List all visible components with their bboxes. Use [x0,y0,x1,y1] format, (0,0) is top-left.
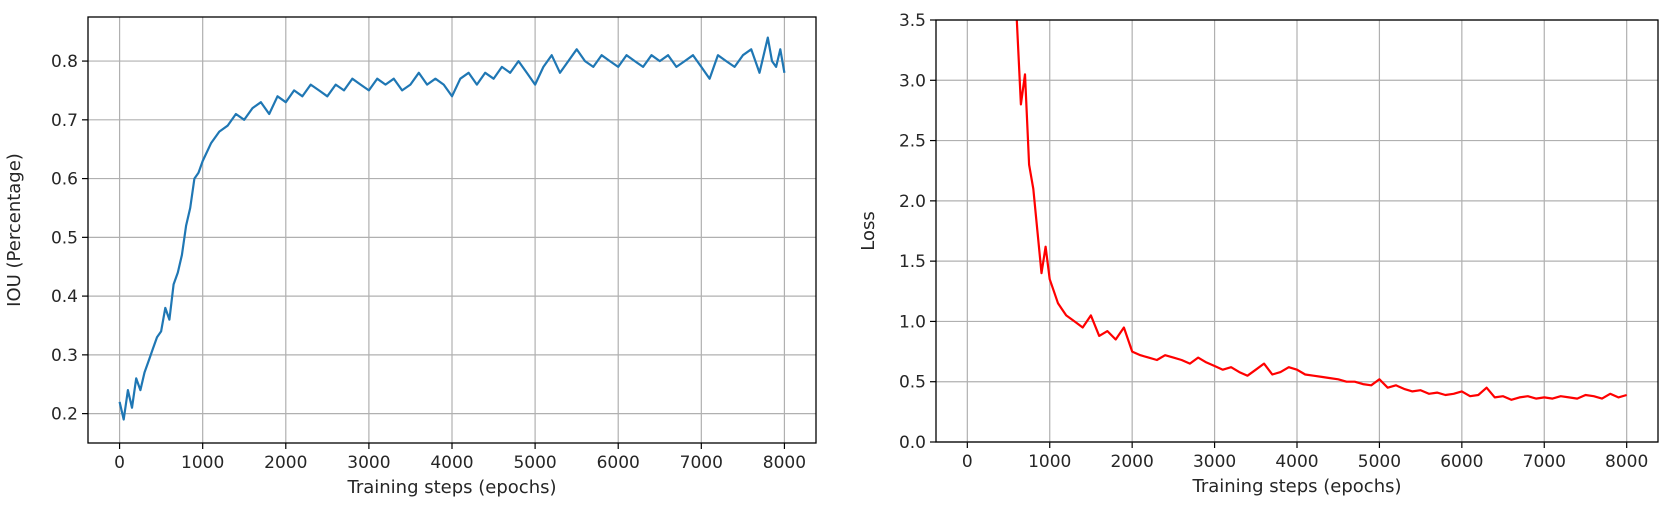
loss-y-axis-label: Loss [858,211,879,250]
iou-series-line [118,36,786,421]
loss-y-tick-label: 0.0 [899,433,926,453]
iou-x-tick-label: 2000 [264,453,307,473]
iou-y-tick-label: 0.5 [51,228,78,248]
loss-y-tick-label: 2.5 [899,132,926,152]
loss-x-tick-label: 5000 [1358,452,1401,472]
loss-y-tick-label: 2.0 [899,192,926,212]
iou-x-tick-label: 0 [114,453,125,473]
iou-y-tick-label: 0.2 [51,405,78,425]
iou-plot-frame [87,16,817,444]
loss-x-tick-label: 0 [962,452,973,472]
iou-y-tick-label: 0.6 [51,170,78,190]
loss-y-tick-label: 3.0 [899,71,926,91]
iou-x-tick-label: 6000 [597,453,640,473]
iou-x-tick-label: 7000 [680,453,723,473]
loss-x-tick-label: 8000 [1605,452,1648,472]
loss-x-tick-label: 3000 [1193,452,1236,472]
loss-x-axis-label: Training steps (epochs) [1191,476,1401,497]
loss-chart: 0 1000 2000 3000 4000 5000 6000 7000 8000 0.0 0.5 1… [858,11,1659,497]
iou-y-tick-label: 0.4 [51,287,78,307]
loss-series-line [1015,20,1628,401]
loss-y-tick-label: 0.5 [899,373,926,393]
iou-x-axis-label: Training steps (epochs) [346,477,556,498]
loss-plot-frame [935,19,1659,443]
iou-x-tick-label: 1000 [181,453,224,473]
loss-y-tick-label: 1.0 [899,312,926,332]
loss-y-tick-label: 3.5 [899,11,926,31]
iou-x-tick-label: 3000 [347,453,390,473]
iou-y-tick-label: 0.8 [51,52,78,72]
iou-x-tick-label: 8000 [763,453,806,473]
loss-x-tick-label: 7000 [1523,452,1566,472]
loss-x-tick-label: 2000 [1111,452,1154,472]
loss-x-tick-label: 6000 [1440,452,1483,472]
loss-y-tick-label: 1.5 [899,252,926,272]
iou-chart: 0 1000 2000 3000 4000 5000 6000 7000 8000 0.2 0.3 0… [4,16,817,498]
iou-x-tick-label: 4000 [430,453,473,473]
iou-y-tick-label: 0.3 [51,346,78,366]
loss-x-tick-label: 1000 [1028,452,1071,472]
iou-y-axis-label: IOU (Percentage) [4,153,25,307]
iou-y-tick-label: 0.7 [51,111,78,131]
iou-x-tick-label: 5000 [513,453,556,473]
loss-x-tick-label: 4000 [1275,452,1318,472]
